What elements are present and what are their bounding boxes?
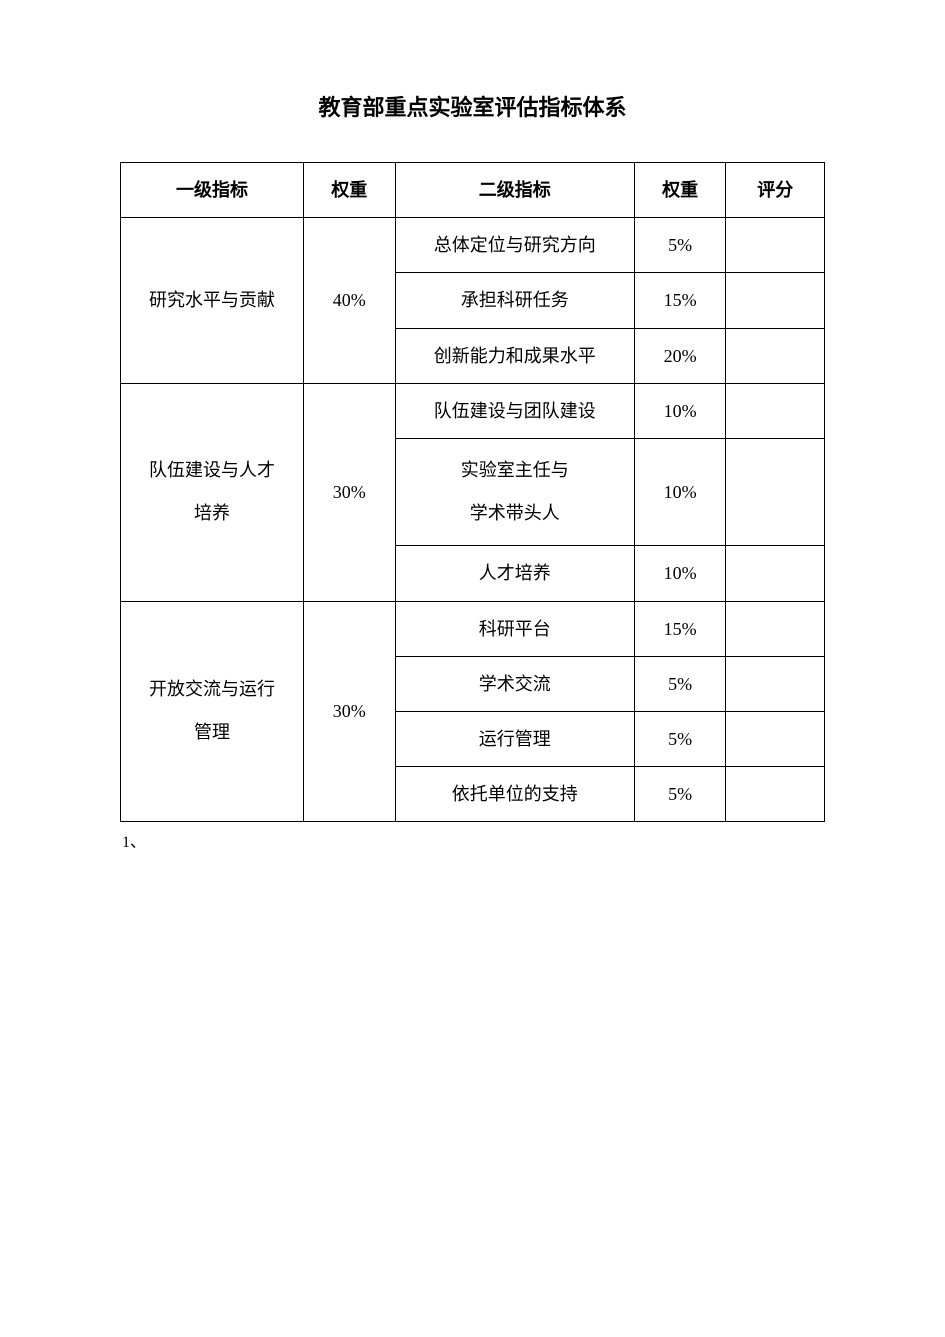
level2-cell: 学术交流	[395, 656, 634, 711]
evaluation-table: 一级指标 权重 二级指标 权重 评分 研究水平与贡献40%总体定位与研究方向5%…	[120, 162, 825, 822]
table-body: 研究水平与贡献40%总体定位与研究方向5%承担科研任务15%创新能力和成果水平2…	[121, 218, 825, 822]
level2-cell: 创新能力和成果水平	[395, 328, 634, 383]
level2-weight-cell: 10%	[634, 438, 726, 545]
col-header: 权重	[304, 163, 396, 218]
footnote: 1、	[120, 828, 825, 852]
level1-cell: 开放交流与运行管理	[121, 601, 304, 822]
col-header: 权重	[634, 163, 726, 218]
level1-cell: 研究水平与贡献	[121, 218, 304, 384]
level2-weight-cell: 10%	[634, 546, 726, 601]
score-cell	[726, 546, 825, 601]
level2-weight-cell: 5%	[634, 656, 726, 711]
score-cell	[726, 328, 825, 383]
level1-weight-cell: 30%	[304, 601, 396, 822]
level2-weight-cell: 20%	[634, 328, 726, 383]
level2-cell: 总体定位与研究方向	[395, 218, 634, 273]
level2-cell: 队伍建设与团队建设	[395, 383, 634, 438]
level2-cell: 科研平台	[395, 601, 634, 656]
level2-cell: 运行管理	[395, 711, 634, 766]
level2-weight-cell: 5%	[634, 711, 726, 766]
level2-cell: 人才培养	[395, 546, 634, 601]
score-cell	[726, 438, 825, 545]
level2-weight-cell: 5%	[634, 767, 726, 822]
score-cell	[726, 383, 825, 438]
page-title: 教育部重点实验室评估指标体系	[120, 90, 825, 122]
col-header: 评分	[726, 163, 825, 218]
level1-weight-cell: 40%	[304, 218, 396, 384]
col-header: 一级指标	[121, 163, 304, 218]
level2-weight-cell: 15%	[634, 273, 726, 328]
table-header-row: 一级指标 权重 二级指标 权重 评分	[121, 163, 825, 218]
score-cell	[726, 218, 825, 273]
level2-cell: 承担科研任务	[395, 273, 634, 328]
score-cell	[726, 767, 825, 822]
table-row: 开放交流与运行管理30%科研平台15%	[121, 601, 825, 656]
score-cell	[726, 273, 825, 328]
level2-weight-cell: 10%	[634, 383, 726, 438]
level2-cell: 实验室主任与学术带头人	[395, 438, 634, 545]
level1-weight-cell: 30%	[304, 383, 396, 601]
score-cell	[726, 711, 825, 766]
level2-cell: 依托单位的支持	[395, 767, 634, 822]
col-header: 二级指标	[395, 163, 634, 218]
level1-cell: 队伍建设与人才培养	[121, 383, 304, 601]
table-row: 研究水平与贡献40%总体定位与研究方向5%	[121, 218, 825, 273]
table-row: 队伍建设与人才培养30%队伍建设与团队建设10%	[121, 383, 825, 438]
level2-weight-cell: 5%	[634, 218, 726, 273]
score-cell	[726, 656, 825, 711]
document-page: 教育部重点实验室评估指标体系 一级指标 权重 二级指标 权重 评分 研究水平与贡…	[0, 0, 945, 852]
level2-weight-cell: 15%	[634, 601, 726, 656]
score-cell	[726, 601, 825, 656]
